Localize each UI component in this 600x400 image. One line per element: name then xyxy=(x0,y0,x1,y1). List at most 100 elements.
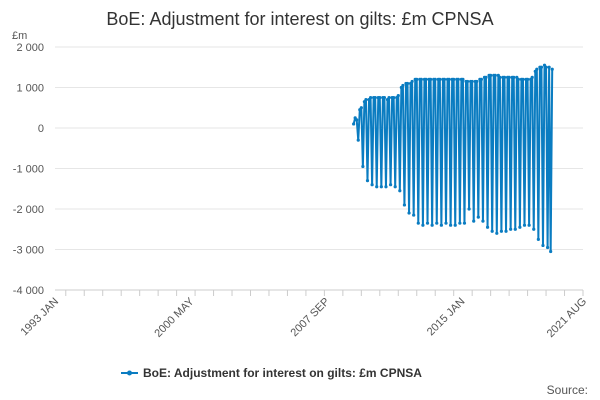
data-point xyxy=(412,213,416,217)
data-point xyxy=(472,219,476,223)
data-point xyxy=(359,106,363,110)
y-tick-label: 2 000 xyxy=(16,42,44,54)
data-point xyxy=(549,249,553,254)
data-point xyxy=(495,231,499,235)
data-point xyxy=(384,185,388,189)
data-point xyxy=(378,96,382,100)
data-point xyxy=(467,207,471,211)
data-point xyxy=(449,223,453,227)
data-point xyxy=(439,223,443,227)
x-tick-label: 2007 SEP xyxy=(289,296,333,340)
data-point xyxy=(407,211,411,215)
data-point xyxy=(518,225,522,229)
data-point xyxy=(485,225,490,229)
data-point xyxy=(442,77,447,81)
data-point xyxy=(444,221,448,225)
data-point xyxy=(424,77,428,81)
data-point xyxy=(368,96,373,100)
y-unit-label: £m xyxy=(12,30,27,42)
data-point xyxy=(396,94,400,98)
data-point xyxy=(461,77,465,81)
data-point xyxy=(513,227,517,231)
data-point xyxy=(545,245,550,250)
data-point xyxy=(532,227,536,231)
data-point xyxy=(375,185,379,189)
y-tick-label: 1 000 xyxy=(16,83,44,95)
data-point xyxy=(419,77,423,81)
data-point xyxy=(429,77,433,81)
data-point xyxy=(416,221,420,225)
data-point xyxy=(438,77,442,81)
x-tick-label: 2021 AUG xyxy=(545,296,589,340)
data-point xyxy=(388,183,393,187)
data-point xyxy=(535,67,539,71)
data-point xyxy=(415,77,419,81)
data-point xyxy=(547,65,551,69)
data-point xyxy=(352,122,356,126)
data-point xyxy=(475,79,479,84)
data-point xyxy=(430,223,434,227)
x-axis: 1993 JAN 2000 MAY 2007 SEP 2015 JAN 2021 AUG xyxy=(18,289,589,340)
y-tick-label: -4 000 xyxy=(13,285,44,297)
data-point xyxy=(365,179,370,183)
data-point xyxy=(462,221,467,225)
legend-point-marker xyxy=(127,370,132,376)
source-label[interactable]: Source: xyxy=(547,383,588,397)
data-point xyxy=(481,219,485,223)
data-point xyxy=(364,98,368,102)
data-point xyxy=(402,203,407,207)
gridlines xyxy=(55,46,583,250)
y-tick-label: -1 000 xyxy=(13,164,44,176)
data-point xyxy=(456,77,460,81)
series-line xyxy=(352,64,554,253)
data-point xyxy=(527,223,531,227)
x-tick-label: 2015 JAN xyxy=(425,296,468,339)
y-axis-ticks: 2 000 1 000 0 -1 000 -2 000 -3 000 -4 000 xyxy=(13,42,44,297)
data-point xyxy=(489,73,493,77)
y-tick-label: -2 000 xyxy=(13,204,44,216)
plot-area xyxy=(352,63,554,254)
data-point xyxy=(504,229,508,233)
data-point xyxy=(544,65,548,69)
data-point xyxy=(470,79,474,84)
x-tick-label: 2000 MAY xyxy=(152,295,197,340)
legend[interactable]: BoE: Adjustment for interest on gilts: £… xyxy=(121,366,422,380)
legend-label: BoE: Adjustment for interest on gilts: £… xyxy=(143,366,422,380)
data-point xyxy=(387,96,391,100)
chart-title: BoE: Adjustment for interest on gilts: £… xyxy=(106,9,493,29)
data-point xyxy=(393,185,397,189)
data-point xyxy=(435,221,439,225)
data-point xyxy=(498,75,502,79)
data-point xyxy=(507,75,511,79)
data-point xyxy=(493,73,497,77)
data-point xyxy=(356,138,360,142)
data-point xyxy=(550,67,554,71)
data-point xyxy=(536,237,540,241)
data-point xyxy=(452,77,456,81)
data-point xyxy=(447,77,451,81)
data-point xyxy=(525,77,530,81)
data-point xyxy=(499,229,504,233)
data-point xyxy=(405,81,410,86)
data-point xyxy=(502,75,507,79)
data-point xyxy=(370,183,374,187)
x-tick-label: 1993 JAN xyxy=(18,296,61,339)
data-point xyxy=(539,65,544,69)
data-point xyxy=(392,96,396,100)
data-point xyxy=(541,243,545,248)
data-point xyxy=(401,83,405,88)
data-point xyxy=(433,77,437,81)
data-point xyxy=(382,96,387,100)
data-point xyxy=(425,221,430,225)
data-point xyxy=(355,118,359,122)
data-point xyxy=(465,79,470,84)
data-point xyxy=(453,223,457,227)
data-point xyxy=(490,229,494,233)
data-point xyxy=(509,227,513,231)
data-point xyxy=(410,79,414,84)
data-point xyxy=(516,77,520,81)
data-point xyxy=(458,221,462,225)
data-point xyxy=(484,75,488,79)
y-tick-label: 0 xyxy=(38,123,44,135)
